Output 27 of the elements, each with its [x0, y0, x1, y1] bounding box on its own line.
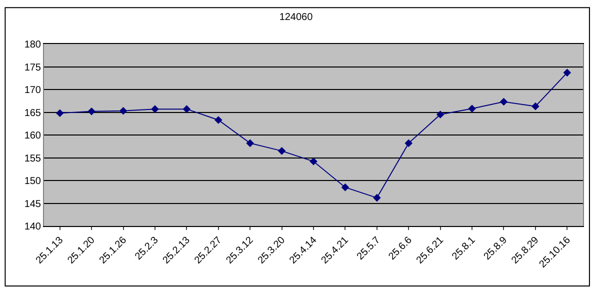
point — [373, 194, 381, 202]
point — [500, 98, 508, 106]
point — [56, 109, 64, 118]
y-tick-label: 170 — [24, 85, 42, 96]
point — [246, 139, 254, 148]
point — [341, 183, 350, 192]
chart-title: 124060 — [279, 12, 314, 23]
point — [278, 147, 286, 155]
point — [404, 139, 413, 148]
point — [310, 157, 318, 166]
point — [214, 116, 222, 124]
point — [436, 110, 444, 118]
point — [119, 106, 128, 115]
point — [563, 68, 572, 77]
y-tick-label: 150 — [24, 176, 42, 187]
y-tick-label: 155 — [24, 153, 42, 164]
point — [182, 105, 191, 113]
y-tick-label: 140 — [24, 222, 42, 232]
point — [88, 107, 96, 116]
y-tick-label: 165 — [24, 108, 42, 119]
point — [532, 102, 540, 110]
point — [468, 104, 476, 113]
y-tick-label: 175 — [24, 62, 42, 74]
y-tick-label: 160 — [24, 130, 42, 142]
y-tick-label: 145 — [24, 198, 42, 210]
point — [151, 105, 159, 113]
y-tick-label: 180 — [24, 40, 42, 50]
